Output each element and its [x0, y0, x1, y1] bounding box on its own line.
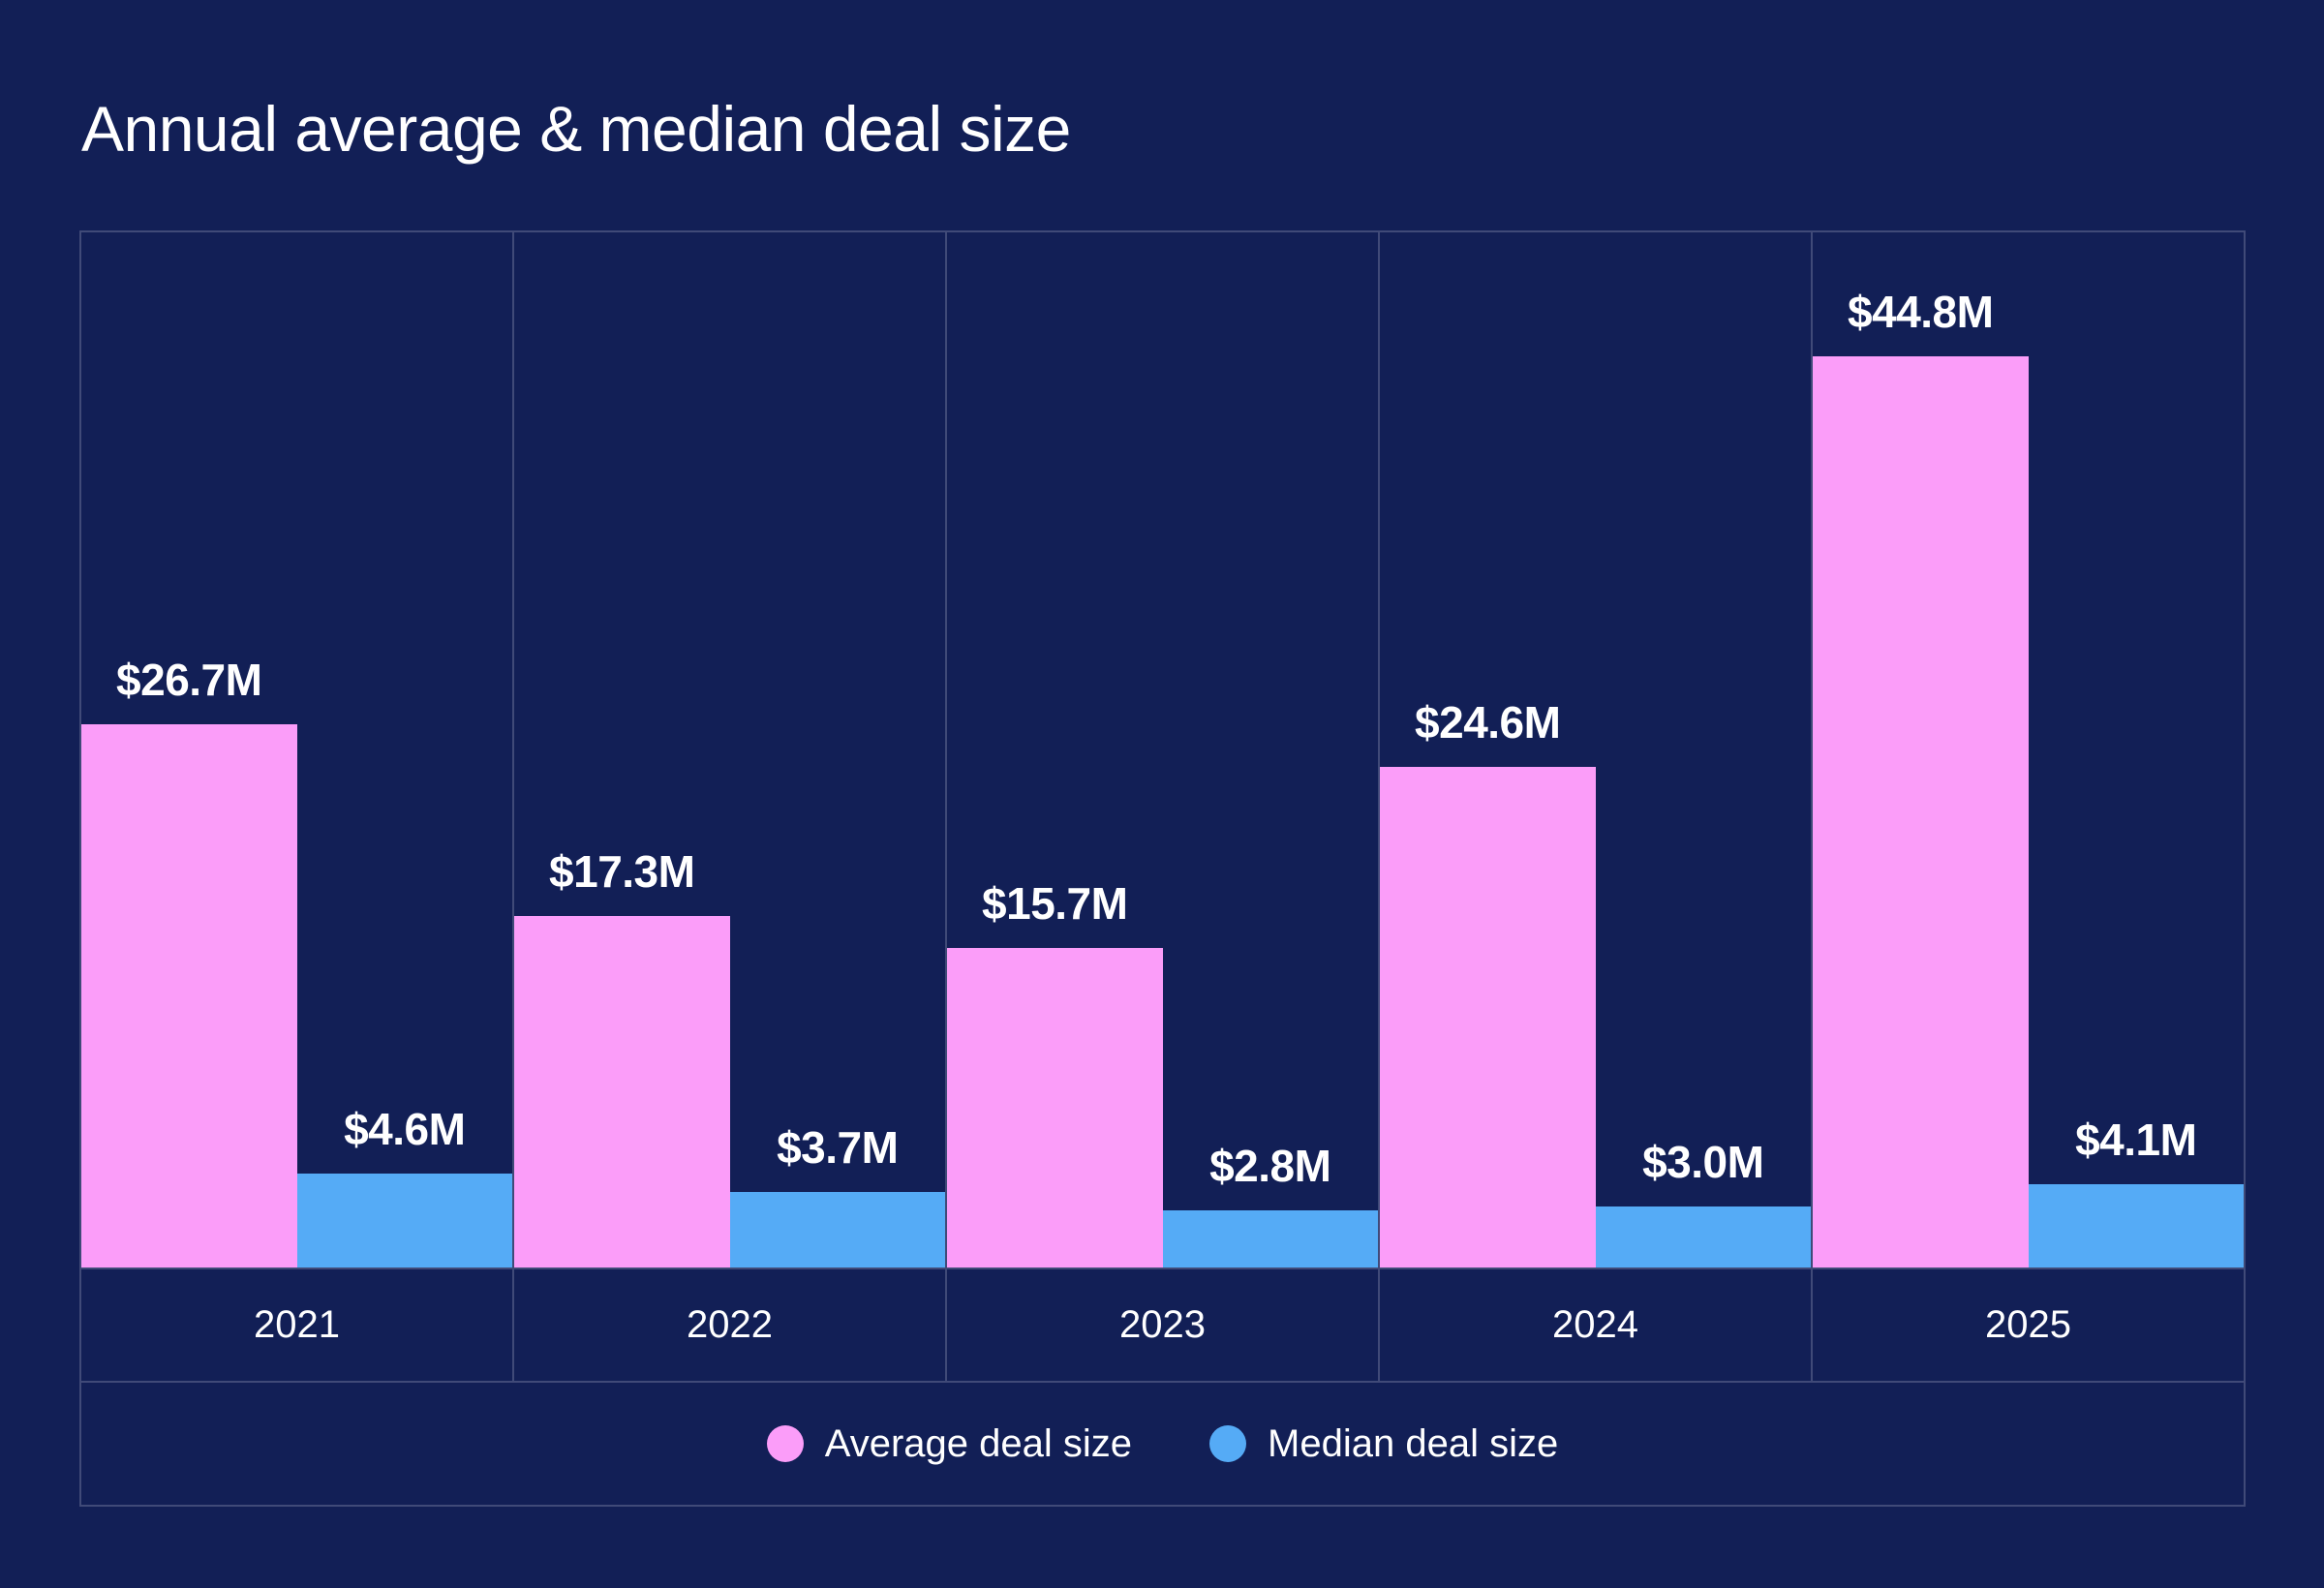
median-value-label-2024: $3.0M	[1642, 1137, 1764, 1188]
legend: Average deal size Median deal size	[81, 1381, 2244, 1505]
average-bar-2023	[947, 948, 1163, 1267]
median-bar-2023	[1162, 1210, 1378, 1267]
average-bar-2022	[514, 916, 730, 1267]
median-value-label-2021: $4.6M	[344, 1104, 466, 1155]
average-bar-2021	[81, 724, 297, 1267]
median-bar-2024	[1595, 1206, 1811, 1267]
bar-chart: $26.7M $4.6M $17.3M $3.7M $15.7M $2.8M $24.6M $…	[79, 230, 2246, 1507]
page-title: Annual average & median deal size	[81, 93, 1071, 165]
year-label-2025: 2025	[1985, 1303, 2071, 1346]
legend-label-median: Median deal size	[1268, 1421, 1559, 1465]
plot-area: $26.7M $4.6M $17.3M $3.7M $15.7M $2.8M $24.6M $…	[81, 232, 2244, 1267]
year-column-2025: $44.8M $4.1M	[1813, 232, 2244, 1267]
median-value-label-2022: $3.7M	[777, 1122, 899, 1174]
legend-item-median: Median deal size	[1209, 1422, 1558, 1466]
x-axis: 2021 2022 2023 2024 2025	[81, 1267, 2244, 1381]
median-value-label-2025: $4.1M	[2075, 1115, 2197, 1166]
median-value-label-2023: $2.8M	[1209, 1141, 1331, 1192]
average-value-label-2025: $44.8M	[1848, 287, 1994, 338]
year-label-2022: 2022	[514, 1269, 947, 1381]
average-value-label-2024: $24.6M	[1415, 697, 1561, 748]
legend-item-average: Average deal size	[766, 1421, 1133, 1466]
average-value-label-2022: $17.3M	[549, 846, 695, 898]
median-bar-2021	[296, 1174, 512, 1267]
year-column-2022: $17.3M $3.7M	[514, 232, 947, 1267]
year-column-2021: $26.7M $4.6M	[81, 232, 514, 1267]
median-bar-2022	[729, 1192, 945, 1267]
average-bar-2025	[1813, 356, 2029, 1267]
average-value-label-2023: $15.7M	[982, 878, 1128, 930]
average-series-dot-icon	[766, 1425, 804, 1462]
year-column-2024: $24.6M $3.0M	[1380, 232, 1813, 1267]
legend-label-average: Average deal size	[824, 1421, 1133, 1465]
average-bar-2024	[1380, 767, 1596, 1267]
median-series-dot-icon	[1209, 1425, 1247, 1462]
year-column-2023: $15.7M $2.8M	[947, 232, 1380, 1267]
year-label-2021: 2021	[81, 1269, 514, 1381]
year-label-2024: 2024	[1380, 1269, 1813, 1381]
median-bar-2025	[2028, 1184, 2244, 1267]
year-label-2023: 2023	[947, 1269, 1380, 1381]
average-value-label-2021: $26.7M	[116, 655, 262, 706]
